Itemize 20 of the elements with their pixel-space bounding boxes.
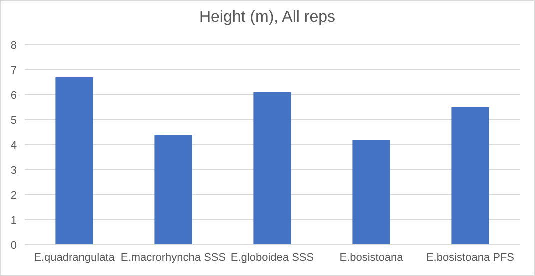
y-tick-label: 7: [10, 64, 17, 77]
y-tick-label: 6: [10, 90, 17, 102]
x-tick-label: E.bosistoana PFS: [426, 252, 515, 264]
x-tick-label: E.macrorhyncha SSS: [120, 252, 226, 264]
y-tick-label: 3: [10, 164, 17, 177]
bar: [254, 92, 292, 245]
y-tick-label: 0: [10, 240, 17, 252]
chart-title: Height (m), All reps: [198, 9, 337, 27]
bar: [452, 108, 490, 245]
bar: [56, 78, 94, 245]
bar: [352, 140, 390, 245]
y-tick-label: 1: [10, 214, 17, 227]
y-tick-label: 4: [10, 140, 17, 152]
y-tick-label: 8: [10, 40, 17, 52]
y-tick-label: 2: [10, 190, 17, 202]
x-tick-label: E.quadrangulata: [34, 252, 116, 264]
x-tick-label: E.globoidea SSS: [230, 252, 314, 264]
bar: [154, 135, 192, 245]
y-tick-label: 5: [10, 114, 17, 127]
x-tick-label: E.bosistoana: [340, 252, 404, 264]
